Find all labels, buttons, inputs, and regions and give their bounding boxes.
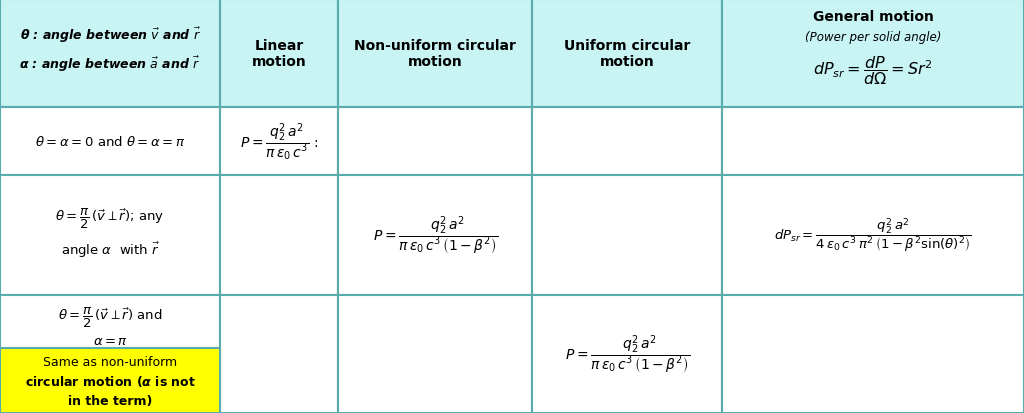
Text: in the term): in the term) [68,394,153,406]
Text: (Power per solid angle): (Power per solid angle) [805,31,941,44]
Text: $\theta = \dfrac{\pi}{2}\, (\vec{v} \perp \vec{r})$; any: $\theta = \dfrac{\pi}{2}\, (\vec{v} \per… [55,207,165,231]
Text: $\boldsymbol{\theta}$ : angle between $\vec{v}$ and $\vec{r}$: $\boldsymbol{\theta}$ : angle between $\… [19,26,201,45]
Text: $P = \dfrac{q_2^2\, a^2}{\pi\,\varepsilon_0\, c^3\, \left(1 - \beta^2\right)}$: $P = \dfrac{q_2^2\, a^2}{\pi\,\varepsilo… [564,333,690,375]
Bar [0,348,220,413]
Bar [722,0,1024,107]
Text: $dP_{sr} = \dfrac{q_2^2\, a^2}{4\,\varepsilon_0\, c^3\, \pi^2\, \left(1 - \beta^: $dP_{sr} = \dfrac{q_2^2\, a^2}{4\,\varep… [774,216,972,254]
Bar [722,107,1024,176]
Bar [220,0,338,107]
Bar [532,295,722,413]
Text: Uniform circular
motion: Uniform circular motion [564,39,690,69]
Text: $P = \dfrac{q_2^2\, a^2}{\pi\,\varepsilon_0\, c^3}$ :: $P = \dfrac{q_2^2\, a^2}{\pi\,\varepsilo… [240,121,318,162]
Text: $dP_{sr} = \dfrac{dP}{d\Omega} = Sr^2$: $dP_{sr} = \dfrac{dP}{d\Omega} = Sr^2$ [813,54,933,87]
Text: Linear
motion: Linear motion [252,39,306,69]
Text: $\theta = \alpha = 0$ and $\theta = \alpha = \pi$: $\theta = \alpha = 0$ and $\theta = \alp… [35,135,185,148]
Bar [338,295,532,413]
Text: circular motion ($\boldsymbol{\alpha}$ is not: circular motion ($\boldsymbol{\alpha}$ i… [25,373,196,388]
Bar [0,176,220,295]
Bar [532,107,722,176]
Bar [338,176,532,295]
Text: $\alpha = \pi$: $\alpha = \pi$ [92,335,128,347]
Bar [722,295,1024,413]
Text: General motion: General motion [812,10,934,24]
Text: angle $\alpha$  with $\vec{r}$: angle $\alpha$ with $\vec{r}$ [60,240,160,259]
Bar [0,0,220,107]
Bar [0,295,220,413]
Bar [220,176,338,295]
Bar [220,295,338,413]
Text: Non-uniform circular
motion: Non-uniform circular motion [354,39,516,69]
Bar [338,107,532,176]
Bar [532,0,722,107]
Text: $P = \dfrac{q_2^2\, a^2}{\pi\,\varepsilon_0\, c^3\, \left(1 - \beta^2\right)}$: $P = \dfrac{q_2^2\, a^2}{\pi\,\varepsilo… [373,214,498,256]
Text: $\theta = \dfrac{\pi}{2}\, (\vec{v} \perp \vec{r})$ and: $\theta = \dfrac{\pi}{2}\, (\vec{v} \per… [57,306,163,330]
Bar [532,176,722,295]
Bar [0,107,220,176]
Text: Same as non-uniform: Same as non-uniform [43,356,177,368]
Bar [722,176,1024,295]
Bar [338,0,532,107]
Text: $\boldsymbol{\alpha}$ : angle between $\vec{a}$ and $\vec{r}$: $\boldsymbol{\alpha}$ : angle between $\… [19,55,201,74]
Bar [220,107,338,176]
